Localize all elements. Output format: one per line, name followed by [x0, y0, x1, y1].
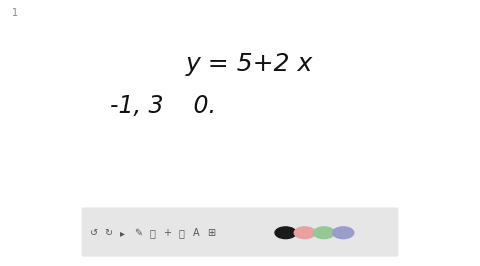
Text: ▸: ▸ [120, 228, 125, 238]
Text: A: A [192, 228, 199, 238]
Text: -1, 3    0.: -1, 3 0. [110, 94, 216, 118]
Circle shape [294, 227, 315, 239]
Circle shape [313, 227, 335, 239]
Text: +: + [163, 228, 171, 238]
FancyBboxPatch shape [82, 207, 398, 257]
Text: ⬦: ⬦ [150, 228, 156, 238]
Circle shape [275, 227, 296, 239]
Text: ↺: ↺ [90, 228, 97, 238]
Circle shape [333, 227, 354, 239]
Text: ✎: ✎ [134, 228, 142, 238]
Text: 1: 1 [12, 8, 18, 18]
Text: ⟋: ⟋ [179, 228, 184, 238]
Text: ⊞: ⊞ [207, 228, 215, 238]
Text: y = 5+2 x: y = 5+2 x [186, 52, 313, 76]
Text: ↻: ↻ [104, 228, 112, 238]
